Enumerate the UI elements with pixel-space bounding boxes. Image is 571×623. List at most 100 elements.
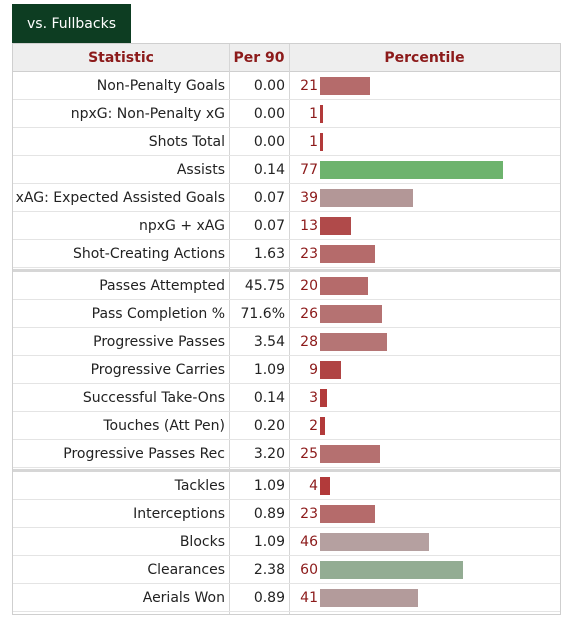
stat-name: xAG: Expected Assisted Goals [15,190,225,206]
table-row: Clearances 2.38 60 [13,556,560,584]
stat-name: npxG: Non-Penalty xG [70,106,225,122]
percentile-value: 23 [300,246,318,262]
percentile-bar [320,561,463,579]
per90-value: 0.07 [253,218,285,234]
percentile-bar [320,305,382,323]
percentile-value: 1 [309,134,318,150]
tab-vs-fullbacks[interactable]: vs. Fullbacks [12,4,131,43]
percentile-bar [320,77,370,95]
percentile-bar [320,445,380,463]
percentile-bar [320,161,503,179]
table-row: Shot-Creating Actions 1.63 23 [13,240,560,268]
header-statistic[interactable]: Statistic [88,50,154,66]
table-row: Progressive Carries 1.09 9 [13,356,560,384]
stat-name: Tackles [174,478,225,494]
per90-value: 0.14 [253,390,285,406]
per90-value: 0.00 [253,78,285,94]
table-row: npxG + xAG 0.07 13 [13,212,560,240]
percentile-bar [320,217,351,235]
table-row: Non-Penalty Goals 0.00 21 [13,72,560,100]
percentile-bar [320,477,330,495]
table-row: Interceptions 0.89 23 [13,500,560,528]
per90-value: 0.00 [253,134,285,150]
percentile-bar [320,533,429,551]
per90-value: 0.14 [253,162,285,178]
percentile-bar [320,277,368,295]
percentile-value: 28 [300,334,318,350]
per90-value: 0.07 [253,190,285,206]
percentile-value: 1 [309,106,318,122]
percentile-value: 77 [300,162,318,178]
per90-value: 1.09 [253,478,285,494]
stat-name: Interceptions [133,506,225,522]
tab-label: vs. Fullbacks [27,15,116,32]
table-row: Touches (Att Pen) 0.20 2 [13,412,560,440]
stat-name: npxG + xAG [139,218,225,234]
percentile-value: 25 [300,446,318,462]
stat-name: Passes Attempted [99,278,225,294]
group-separator [13,269,560,272]
column-divider [229,44,230,614]
stat-name: Assists [176,162,225,178]
per90-value: 2.38 [253,562,285,578]
table-row: Successful Take-Ons 0.14 3 [13,384,560,412]
table-row: npxG: Non-Penalty xG 0.00 1 [13,100,560,128]
per90-value: 1.09 [253,362,285,378]
percentile-bar [320,133,323,151]
per90-value: 3.54 [253,334,285,350]
table-row: Passes Attempted 45.75 20 [13,272,560,300]
table-row: Aerials Won 0.89 41 [13,584,560,612]
table-row: Shots Total 0.00 1 [13,128,560,156]
column-divider [289,44,290,614]
table-row: Blocks 1.09 46 [13,528,560,556]
percentile-bar [320,417,325,435]
stat-name: Shot-Creating Actions [72,246,225,262]
percentile-bar [320,389,327,407]
stat-name: Progressive Carries [90,362,225,378]
stat-name: Aerials Won [142,590,225,606]
percentile-value: 26 [300,306,318,322]
per90-value: 1.09 [253,534,285,550]
percentile-bar [320,245,375,263]
percentile-bar [320,361,341,379]
stat-name: Touches (Att Pen) [103,418,225,434]
percentile-value: 46 [300,534,318,550]
percentile-value: 9 [309,362,318,378]
percentile-value: 13 [300,218,318,234]
table-row: xAG: Expected Assisted Goals 0.07 39 [13,184,560,212]
header-per90[interactable]: Per 90 [233,50,285,66]
per90-value: 0.89 [253,590,285,606]
percentile-bar [320,189,413,207]
per90-value: 0.20 [253,418,285,434]
stat-name: Progressive Passes [93,334,225,350]
stat-name: Pass Completion % [91,306,225,322]
percentile-value: 20 [300,278,318,294]
percentile-bar [320,105,323,123]
percentile-value: 3 [309,390,318,406]
table-header: Statistic Per 90 Percentile [13,44,560,72]
percentile-bar [320,589,418,607]
percentile-value: 39 [300,190,318,206]
table-row: Assists 0.14 77 [13,156,560,184]
percentile-value: 41 [300,590,318,606]
header-percentile[interactable]: Percentile [384,50,465,66]
stat-name: Shots Total [148,134,225,150]
stat-name: Clearances [147,562,225,578]
per90-value: 0.00 [253,106,285,122]
percentile-value: 2 [309,418,318,434]
group-separator [13,469,560,472]
percentile-value: 21 [300,78,318,94]
percentile-value: 23 [300,506,318,522]
per90-value: 1.63 [253,246,285,262]
stat-name: Successful Take-Ons [82,390,225,406]
percentile-bar [320,505,375,523]
per90-value: 71.6% [240,306,285,322]
table-row: Progressive Passes 3.54 28 [13,328,560,356]
percentile-value: 4 [309,478,318,494]
stat-name: Non-Penalty Goals [96,78,225,94]
percentile-table: Statistic Per 90 Percentile Non-Penalty … [12,43,561,615]
table-row: Pass Completion % 71.6% 26 [13,300,560,328]
per90-value: 3.20 [253,446,285,462]
percentile-bar [320,333,387,351]
percentile-value: 60 [300,562,318,578]
